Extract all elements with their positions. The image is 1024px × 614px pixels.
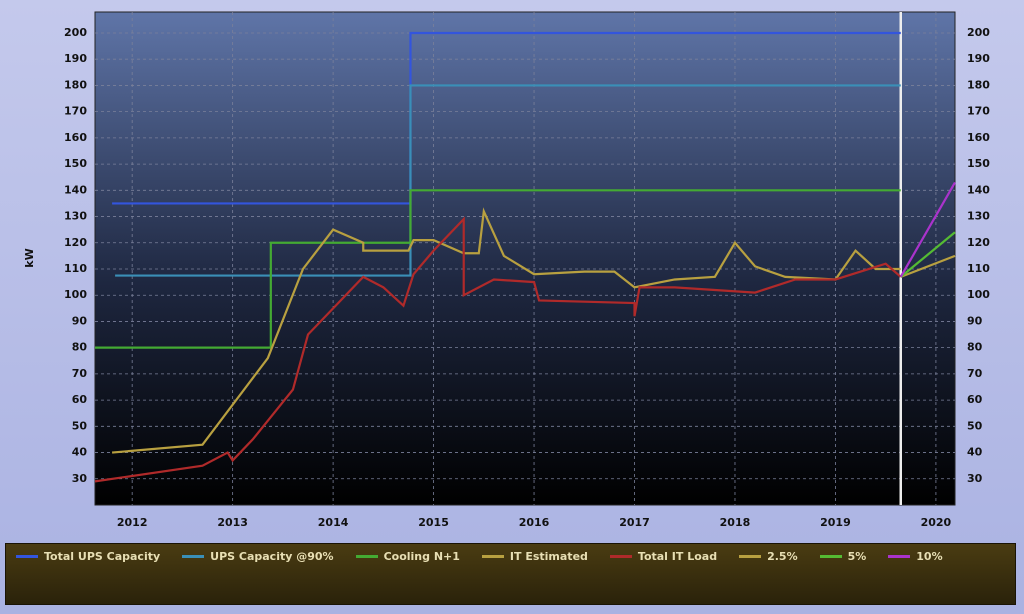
legend-swatch [819,555,842,558]
y2-tick-label: 150 [967,157,990,170]
y-tick-label: 120 [64,236,87,249]
legend-item[interactable]: 5% [819,550,867,563]
y-tick-label: 110 [64,262,87,275]
y-tick-label: 190 [64,52,87,65]
x-tick-label: 2012 [117,516,148,529]
y2-tick-label: 80 [967,341,983,354]
y2-tick-label: 180 [967,78,990,91]
x-tick-label: 2013 [217,516,248,529]
y2-tick-label: 190 [967,52,990,65]
x-tick-label: 2018 [720,516,751,529]
y-tick-label: 180 [64,78,87,91]
y-tick-label: 160 [64,131,87,144]
y-tick-label: 50 [72,419,88,432]
series-line [115,84,901,277]
y-tick-label: 60 [72,393,88,406]
series-line [899,181,956,278]
y-tick-label: 30 [72,472,88,485]
y2-tick-label: 110 [967,262,990,275]
legend-label: Cooling N+1 [383,550,460,563]
series-line [111,207,901,454]
y2-tick-label: 30 [967,472,983,485]
x-tick-label: 2020 [921,516,952,529]
chart: kW 30 30 40 40 50 50 60 60 70 70 80 80 90 90 100 100 110… [23,11,990,529]
y-tick-label: 70 [72,367,88,380]
x-tick-label: 2016 [519,516,550,529]
series-line [900,254,956,278]
legend-swatch [16,555,38,558]
legend-swatch [609,555,632,558]
x-tick-label: 2017 [619,516,650,529]
y2-tick-label: 120 [967,236,990,249]
legend-swatch [182,555,205,558]
legend-label: 10% [916,550,943,563]
y-tick-label: 80 [72,341,88,354]
legend-item[interactable]: 10% [888,550,943,563]
legend-item[interactable]: 2.5% [739,550,798,563]
legend-label: Total UPS Capacity [44,550,161,563]
y-tick-label: 100 [64,288,87,301]
legend-label: 2.5% [767,550,798,563]
y2-tick-label: 160 [967,131,990,144]
legend-item[interactable]: UPS Capacity @90% [182,550,334,563]
x-tick-label: 2014 [318,516,349,529]
y2-tick-label: 170 [967,105,990,118]
series-line [95,189,901,349]
y-tick-label: 200 [64,26,87,39]
series-line [900,231,956,278]
y2-tick-label: 70 [967,367,983,380]
plot-area [94,11,956,506]
y-tick-label: 170 [64,105,87,118]
y2-tick-label: 130 [967,210,990,223]
y-tick-label: 140 [64,183,87,196]
x-tick-label: 2019 [820,516,851,529]
legend-label: UPS Capacity @90% [210,550,334,563]
y-tick-label: 40 [72,446,88,459]
series-line [94,216,902,483]
y-tick-label: 150 [64,157,87,170]
legend-label: 5% [847,550,867,563]
x-tick-label: 2015 [418,516,449,529]
y2-tick-label: 40 [967,446,983,459]
legend-label: IT Estimated [509,550,588,563]
y-axis-label: kW [23,248,36,267]
legend: Total UPS Capacity UPS Capacity @90% Cooli… [5,543,1016,605]
legend-swatch [481,555,504,558]
y2-tick-label: 90 [967,314,983,327]
y-tick-label: 130 [64,210,87,223]
legend-item[interactable]: Total UPS Capacity [16,550,160,563]
legend-swatch [355,555,378,558]
y2-tick-label: 140 [967,183,990,196]
legend-item[interactable]: Total IT Load [609,550,718,563]
legend-swatch [739,555,762,558]
y2-tick-label: 200 [967,26,990,39]
legend-swatch [888,555,911,558]
y2-tick-label: 100 [967,288,990,301]
legend-label: Total IT Load [637,550,718,563]
y2-tick-label: 50 [967,419,983,432]
legend-item[interactable]: Cooling N+1 [355,550,460,563]
legend-item[interactable]: IT Estimated [481,550,588,563]
y2-tick-label: 60 [967,393,983,406]
y-tick-label: 90 [72,314,88,327]
